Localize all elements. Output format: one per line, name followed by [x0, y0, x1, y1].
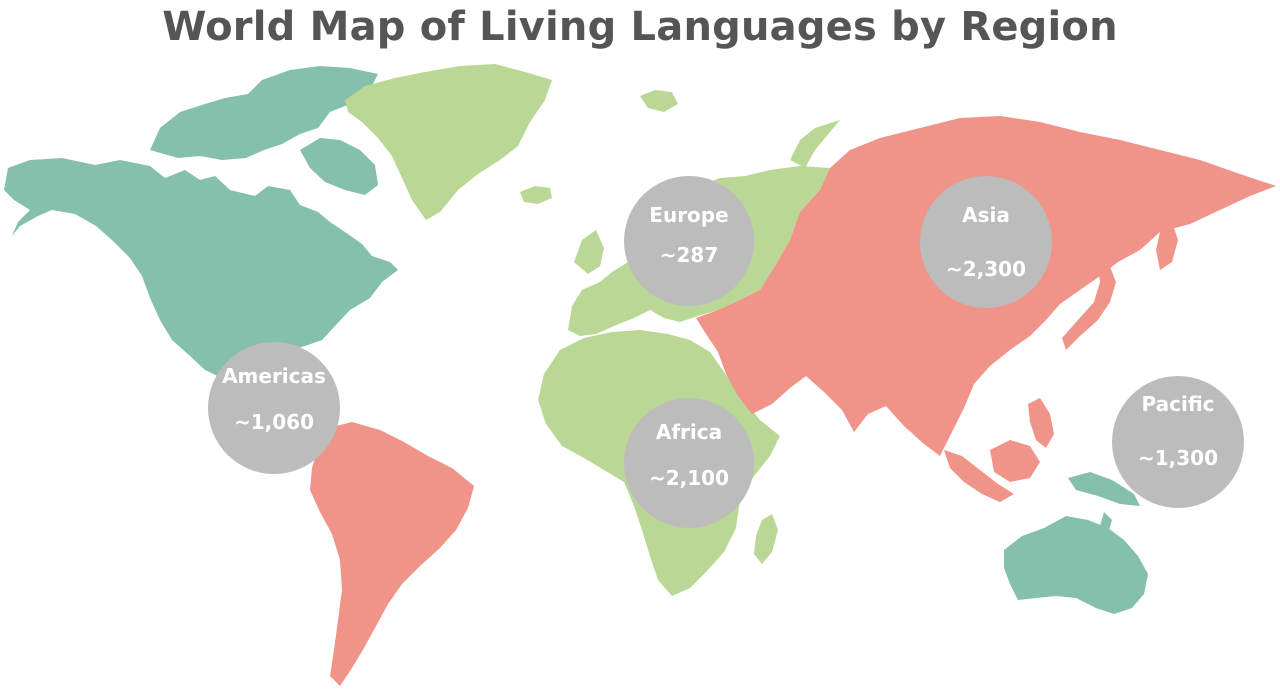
baffin-island-landmass	[300, 138, 378, 195]
bubble-americas: Americas ~1,060	[208, 342, 340, 474]
sakhalin-landmass	[1156, 222, 1178, 270]
iceland-landmass	[520, 186, 552, 204]
region-count-americas: ~1,060	[233, 410, 315, 434]
new-guinea-landmass	[1068, 472, 1140, 506]
bubble-africa: Africa ~2,100	[624, 398, 754, 528]
bubble-europe: Europe ~287	[624, 176, 754, 306]
maritime-southeast-asia-landmass	[944, 450, 1014, 502]
australia-landmass	[1004, 516, 1148, 614]
region-name-europe: Europe	[649, 203, 729, 227]
region-count-asia: ~2,300	[945, 257, 1027, 281]
bubble-pacific: Pacific ~1,300	[1112, 376, 1244, 508]
japan-landmass	[1062, 252, 1116, 350]
svalbard-landmass	[640, 90, 678, 112]
philippines-landmass	[1028, 398, 1054, 448]
region-count-africa: ~2,100	[648, 466, 730, 490]
bubble-asia: Asia ~2,300	[920, 176, 1052, 308]
south-america-landmass	[310, 422, 474, 686]
borneo-landmass	[990, 440, 1040, 482]
novaya-zemlya-landmass	[790, 120, 840, 168]
madagascar-landmass	[754, 514, 778, 564]
british-isles-landmass	[574, 230, 604, 274]
new-zealand-landmass	[1100, 512, 1112, 534]
map-title: World Map of Living Languages by Region	[162, 4, 1118, 50]
region-count-pacific: ~1,300	[1137, 446, 1219, 470]
region-name-americas: Americas	[222, 364, 326, 388]
arctic-islands-landmass	[150, 66, 378, 160]
region-count-europe: ~287	[659, 243, 719, 267]
region-name-pacific: Pacific	[1141, 392, 1215, 416]
north-america-landmass	[4, 158, 398, 378]
region-name-africa: Africa	[655, 420, 723, 444]
region-name-asia: Asia	[962, 203, 1010, 227]
greenland-landmass	[345, 64, 552, 220]
